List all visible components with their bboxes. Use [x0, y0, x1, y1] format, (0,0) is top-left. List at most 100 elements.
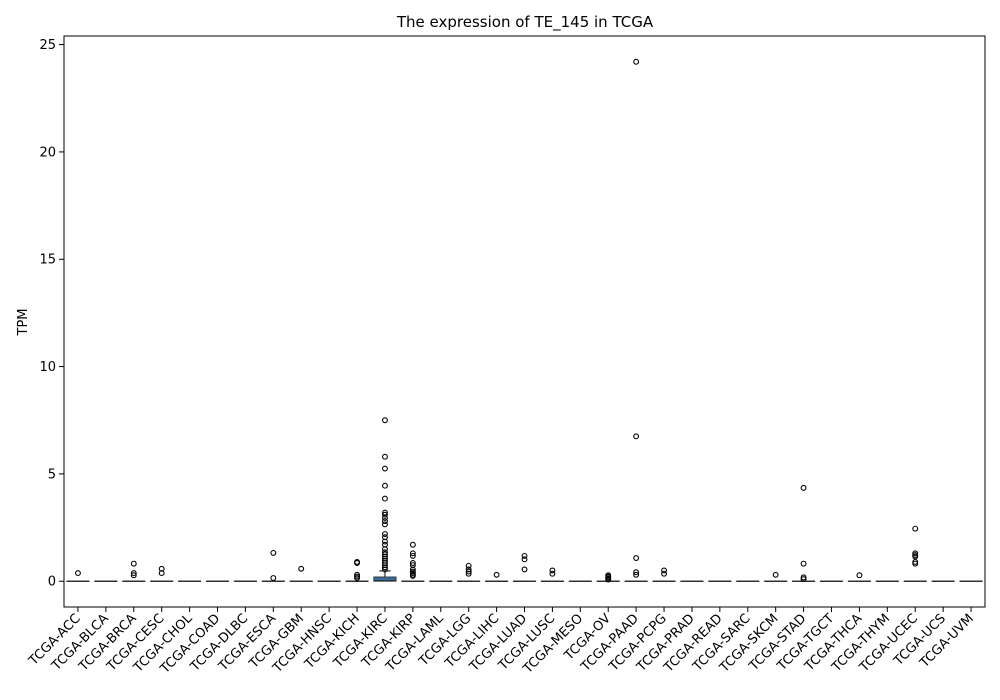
box-tcga-thym	[875, 580, 899, 582]
outlier-point	[800, 574, 807, 581]
outlier-point	[409, 568, 416, 575]
outlier-point	[382, 514, 388, 521]
box-tcga-paad	[624, 58, 648, 582]
box-tcga-laml	[429, 580, 453, 582]
y-tick-label: 25	[39, 38, 56, 53]
outlier-point	[382, 521, 388, 528]
outlier-point	[633, 569, 640, 576]
box-tcga-brca	[122, 560, 146, 582]
outlier-point	[661, 570, 667, 577]
y-tick-label: 0	[48, 575, 56, 590]
outlier-point	[382, 511, 388, 518]
box-tcga-gbm	[289, 565, 313, 582]
outlier-point	[409, 571, 416, 578]
outlier-point	[382, 465, 388, 472]
outlier-point	[382, 541, 388, 548]
outlier-point	[800, 484, 807, 491]
chart-title: The expression of TE_145 in TCGA	[396, 13, 654, 32]
outlier-point	[409, 550, 416, 557]
outlier-point	[382, 551, 388, 558]
outlier-point	[493, 571, 500, 578]
outlier-point	[382, 549, 388, 556]
box-tcga-sarc	[736, 580, 760, 582]
outlier-point	[354, 573, 360, 580]
outlier-point	[409, 541, 416, 548]
box-tcga-ucec	[903, 525, 927, 582]
box-tcga-read	[708, 580, 732, 582]
box-tcga-stad	[792, 484, 816, 583]
outlier-point	[270, 549, 277, 556]
outlier-point	[354, 571, 360, 578]
outlier-point	[382, 417, 388, 424]
outlier-point	[912, 560, 919, 567]
outlier-point	[549, 570, 556, 577]
box-tcga-acc	[66, 570, 90, 582]
outlier-point	[521, 556, 528, 563]
box-tcga-lgg	[457, 562, 481, 582]
box-tcga-pcpg	[652, 567, 676, 582]
outlier-point	[465, 562, 472, 569]
box-tcga-chol	[178, 580, 202, 582]
y-tick-label: 20	[39, 145, 56, 160]
box-tcga-lihc	[485, 571, 509, 582]
outlier-point	[549, 567, 556, 574]
outlier-point	[521, 566, 528, 573]
outlier-point	[298, 565, 305, 572]
box-tcga-cesc	[150, 565, 174, 582]
box-tcga-thca	[847, 572, 871, 582]
outlier-point	[912, 550, 919, 557]
y-axis: 0 5 10 15 20 25	[39, 38, 64, 590]
y-tick-label: 15	[39, 253, 56, 268]
outlier-point	[521, 552, 528, 559]
box-tcga-prad	[680, 580, 704, 582]
box-tcga-dlbc	[233, 580, 257, 582]
box-tcga-kirp	[401, 541, 425, 582]
box-tcga-hnsc	[317, 580, 341, 582]
outlier-point	[633, 433, 640, 440]
outlier-point	[605, 572, 612, 579]
box-tcga-lusc	[540, 567, 564, 582]
outlier-point	[856, 572, 863, 579]
outlier-point	[130, 572, 137, 579]
outlier-point	[409, 560, 416, 566]
outlier-point	[130, 560, 137, 567]
outlier-point	[772, 571, 779, 578]
box-tcga-ov	[596, 572, 620, 583]
y-axis-label: TPM	[16, 309, 31, 337]
box-tcga-skcm	[764, 571, 788, 582]
outlier-point	[382, 534, 388, 541]
outlier-point	[382, 509, 388, 516]
box-tcga-kirc	[373, 417, 397, 582]
box-tcga-luad	[512, 552, 537, 582]
outlier-point	[270, 575, 277, 581]
box-tcga-uvm	[959, 580, 983, 582]
outlier-point	[158, 565, 165, 572]
outlier-point	[912, 525, 919, 532]
plot-frame	[63, 35, 986, 608]
x-axis: TCGA-ACCTCGA-BLCATCGA-BRCATCGA-CESCTCGA-…	[26, 607, 977, 677]
outlier-point	[382, 482, 388, 489]
outlier-point	[465, 568, 472, 575]
box-tcga-ucs	[931, 580, 955, 582]
outlier-point	[633, 571, 640, 578]
outlier-point	[382, 531, 388, 537]
outlier-point	[800, 560, 807, 567]
box-tcga-blca	[94, 580, 118, 582]
outlier-point	[382, 453, 388, 460]
outlier-point	[661, 567, 667, 574]
y-tick-label: 10	[39, 360, 56, 375]
box-tcga-esca	[261, 549, 285, 582]
outlier-point	[633, 555, 640, 562]
outlier-point	[382, 518, 388, 525]
box-tcga-kich	[345, 558, 369, 582]
outlier-point	[382, 495, 388, 502]
outlier-point	[465, 566, 472, 573]
outlier-point	[912, 552, 919, 559]
box-tcga-coad	[205, 580, 230, 582]
outlier-point	[800, 576, 807, 583]
outlier-point	[409, 562, 416, 569]
outlier-point	[75, 570, 81, 577]
outlier-point	[130, 570, 137, 577]
box-tcga-tgct	[819, 580, 844, 582]
